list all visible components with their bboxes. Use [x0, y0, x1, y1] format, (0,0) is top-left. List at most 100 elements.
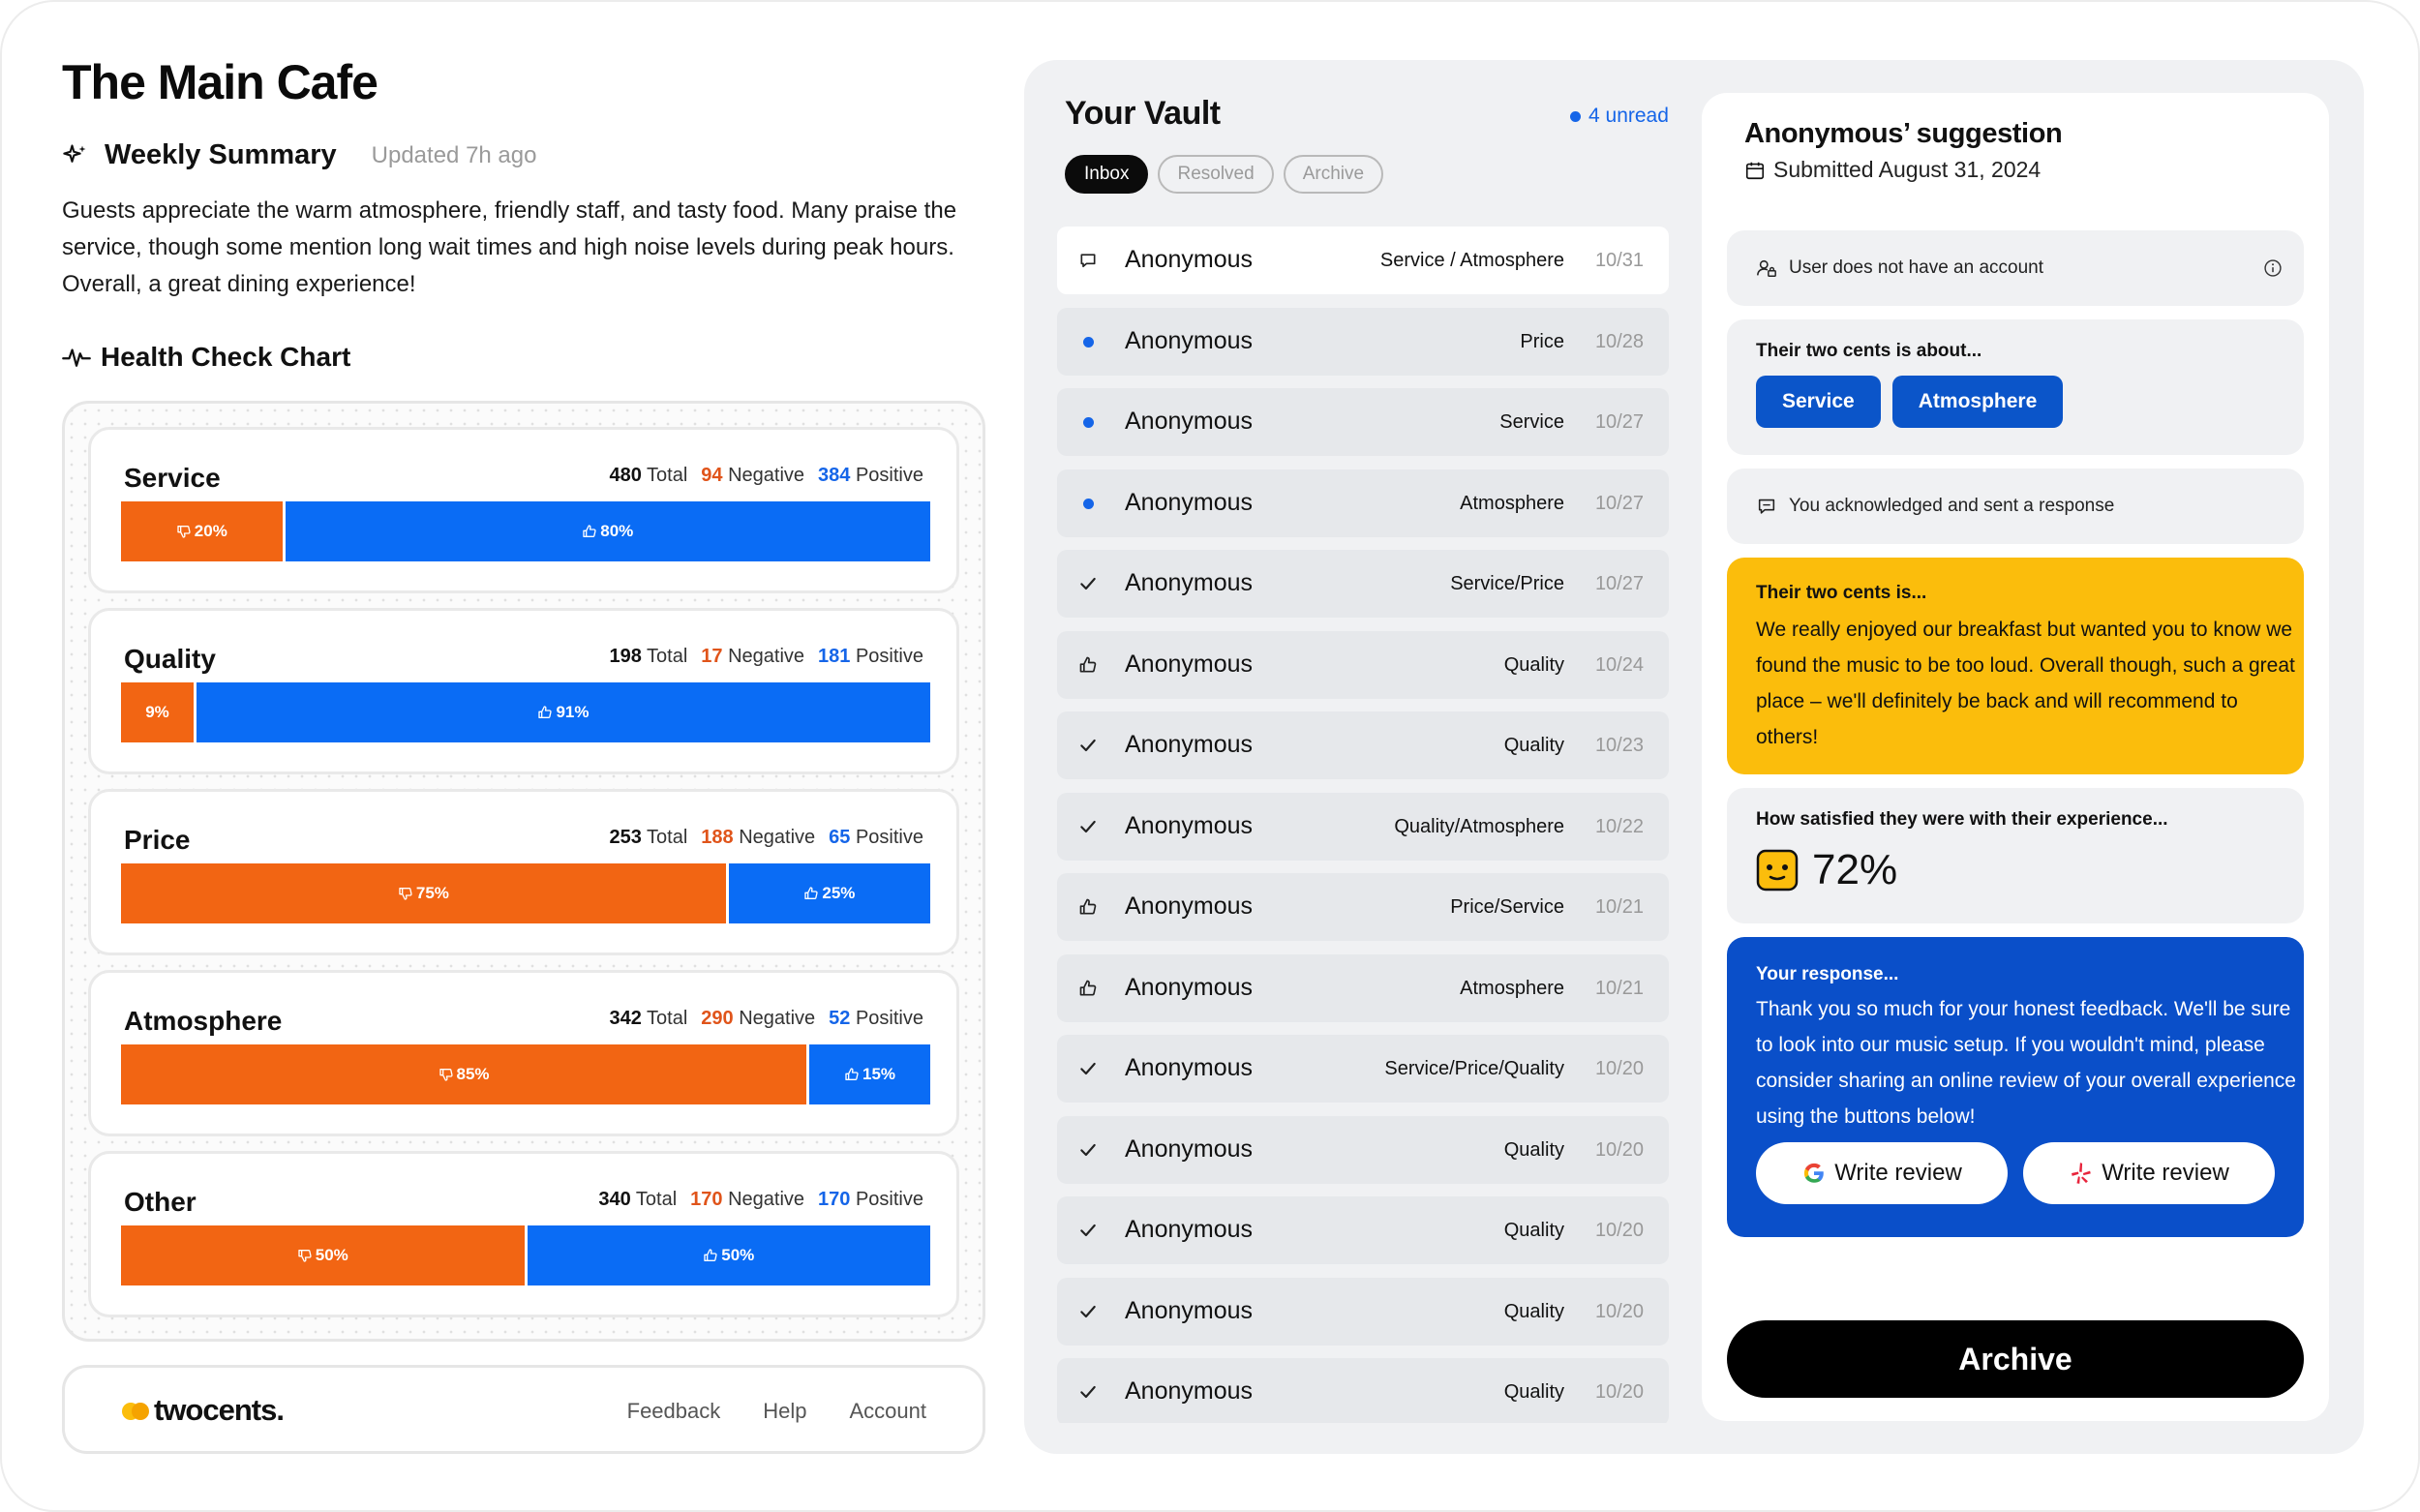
footer-link-help[interactable]: Help	[763, 1399, 807, 1423]
logo[interactable]: twocents.	[121, 1393, 285, 1428]
row-category: Service/Price	[1450, 573, 1564, 594]
list-item[interactable]: Anonymous Price/Service 10/21	[1057, 873, 1669, 941]
summary-title: Weekly Summary	[105, 139, 337, 170]
list-item[interactable]: Anonymous Atmosphere 10/21	[1057, 953, 1669, 1022]
about-box: Their two cents is about... Service Atmo…	[1727, 319, 2304, 455]
satisfaction-value-row: 72%	[1756, 846, 1897, 894]
negative-count: 17	[701, 646, 723, 667]
negative-label: Negative	[739, 1008, 816, 1029]
yelp-review-button[interactable]: Write review	[2023, 1142, 2275, 1204]
list-item[interactable]: Anonymous Quality 10/23	[1057, 711, 1669, 779]
row-category: Service	[1499, 411, 1564, 433]
row-date: 10/21	[1594, 896, 1644, 918]
total-count: 342	[609, 1008, 642, 1029]
logo-text: twocents.	[154, 1393, 285, 1427]
negative-label: Negative	[728, 465, 805, 486]
list-item[interactable]: Anonymous Service/Price 10/27	[1057, 550, 1669, 618]
row-category: Service/Price/Quality	[1384, 1058, 1564, 1079]
account-note: User does not have an account	[1756, 257, 2043, 279]
row-category: Quality	[1503, 1138, 1564, 1161]
category-stats: 340 Total 170 Negative 170 Positive	[598, 1189, 923, 1211]
row-date: 10/23	[1594, 735, 1644, 756]
row-sender: Anonymous	[1125, 650, 1254, 678]
total-count: 480	[609, 465, 642, 486]
logo-mark-icon	[122, 1403, 149, 1420]
list-item[interactable]: Anonymous Quality 10/20	[1057, 1196, 1669, 1264]
submitted-date: Submitted August 31, 2024	[1744, 157, 2041, 183]
category-card-atmosphere: Atmosphere 342 Total 290 Negative 52 Positi…	[88, 970, 959, 1136]
negative-bar[interactable]: 85%	[121, 1044, 807, 1104]
ack-box: You acknowledged and sent a response	[1727, 469, 2304, 544]
detail-title: Anonymous’ suggestion	[1744, 118, 2063, 149]
list-item[interactable]: Anonymous Quality 10/20	[1057, 1115, 1669, 1184]
category-stats: 480 Total 94 Negative 384 Positive	[609, 465, 923, 487]
tab-archive[interactable]: Archive	[1283, 155, 1384, 194]
thumbs-down-icon	[177, 526, 191, 538]
row-sender: Anonymous	[1125, 569, 1254, 596]
negative-bar[interactable]: 75%	[121, 863, 726, 923]
negative-percent: 20%	[194, 522, 227, 540]
positive-percent: 25%	[822, 884, 856, 902]
response-label: Your response...	[1756, 964, 1899, 984]
tab-inbox[interactable]: Inbox	[1065, 155, 1149, 194]
list-item[interactable]: Anonymous Quality/Atmosphere 10/22	[1057, 792, 1669, 861]
summary-text: Guests appreciate the warm atmosphere, f…	[62, 197, 957, 297]
negative-label: Negative	[739, 827, 816, 848]
positive-percent: 15%	[862, 1065, 896, 1083]
google-review-button[interactable]: Write review	[1756, 1142, 2008, 1204]
list-item[interactable]: Anonymous Service/Price/Quality 10/20	[1057, 1035, 1669, 1103]
negative-bar[interactable]: 20%	[121, 501, 283, 561]
category-name: Price	[124, 825, 191, 855]
list-item[interactable]: Anonymous Quality 10/20	[1057, 1358, 1669, 1423]
footer-link-account[interactable]: Account	[849, 1399, 927, 1423]
row-category: Quality	[1503, 1300, 1564, 1322]
list-item[interactable]: Anonymous Quality 10/20	[1057, 1277, 1669, 1346]
positive-bar[interactable]: 50%	[527, 1225, 930, 1285]
info-icon[interactable]	[2263, 258, 2283, 278]
sentiment-bar: 20% 80%	[121, 501, 930, 561]
about-label: Their two cents is about...	[1756, 341, 1982, 361]
thumbs-down-icon	[439, 1069, 453, 1081]
negative-bar[interactable]: 9%	[121, 682, 194, 742]
row-date: 10/22	[1594, 815, 1644, 837]
positive-label: Positive	[855, 646, 923, 667]
account-note-box: User does not have an account	[1727, 230, 2304, 306]
unread-count[interactable]: 4 unread	[1570, 105, 1669, 128]
vault-panel: Your Vault 4 unread Inbox Resolved Archi…	[1024, 60, 2364, 1454]
row-sender: Anonymous	[1125, 408, 1254, 435]
satisfaction-label: How satisfied they were with their exper…	[1756, 809, 2168, 830]
list-item[interactable]: Anonymous Atmosphere 10/27	[1057, 469, 1669, 537]
list-item[interactable]: Anonymous Service 10/27	[1057, 388, 1669, 456]
thumbs-up-icon	[1079, 980, 1097, 995]
positive-bar[interactable]: 15%	[809, 1044, 930, 1104]
unread-label: 4 unread	[1588, 105, 1669, 127]
health-check-chart: Service 480 Total 94 Negative 384 Positive 2…	[62, 401, 985, 1342]
row-date: 10/28	[1594, 330, 1644, 352]
summary-section: The Main Cafe Weekly Summary Updated 7h …	[62, 54, 985, 373]
negative-bar[interactable]: 50%	[121, 1225, 525, 1285]
row-sender: Anonymous	[1125, 246, 1254, 273]
row-date: 10/24	[1594, 653, 1644, 676]
archive-button[interactable]: Archive	[1727, 1320, 2304, 1398]
response-box: Your response... Thank you so much for y…	[1727, 937, 2304, 1237]
negative-label: Negative	[728, 646, 805, 667]
ack-note-text: You acknowledged and sent a response	[1789, 496, 2115, 516]
list-item[interactable]: Anonymous Price 10/28	[1057, 307, 1669, 376]
unread-dot-icon	[1083, 498, 1094, 509]
positive-bar[interactable]: 80%	[285, 501, 930, 561]
positive-bar[interactable]: 91%	[196, 682, 930, 742]
list-item[interactable]: Anonymous Service / Atmosphere 10/31	[1057, 227, 1669, 294]
total-count: 253	[609, 827, 642, 848]
chip-atmosphere[interactable]: Atmosphere	[1891, 376, 2064, 428]
check-icon	[1080, 820, 1096, 832]
thumbs-up-icon	[804, 887, 818, 899]
category-card-price: Price 253 Total 188 Negative 65 Positive 75%…	[88, 789, 959, 955]
footer-link-feedback[interactable]: Feedback	[626, 1399, 721, 1423]
category-card-other: Other 340 Total 170 Negative 170 Positive 50…	[88, 1151, 959, 1317]
list-item[interactable]: Anonymous Quality 10/24	[1057, 630, 1669, 699]
unread-dot-icon	[1570, 110, 1581, 122]
chip-service[interactable]: Service	[1756, 376, 1881, 428]
row-date: 10/27	[1594, 573, 1644, 594]
tab-resolved[interactable]: Resolved	[1158, 155, 1274, 194]
positive-bar[interactable]: 25%	[728, 863, 930, 923]
